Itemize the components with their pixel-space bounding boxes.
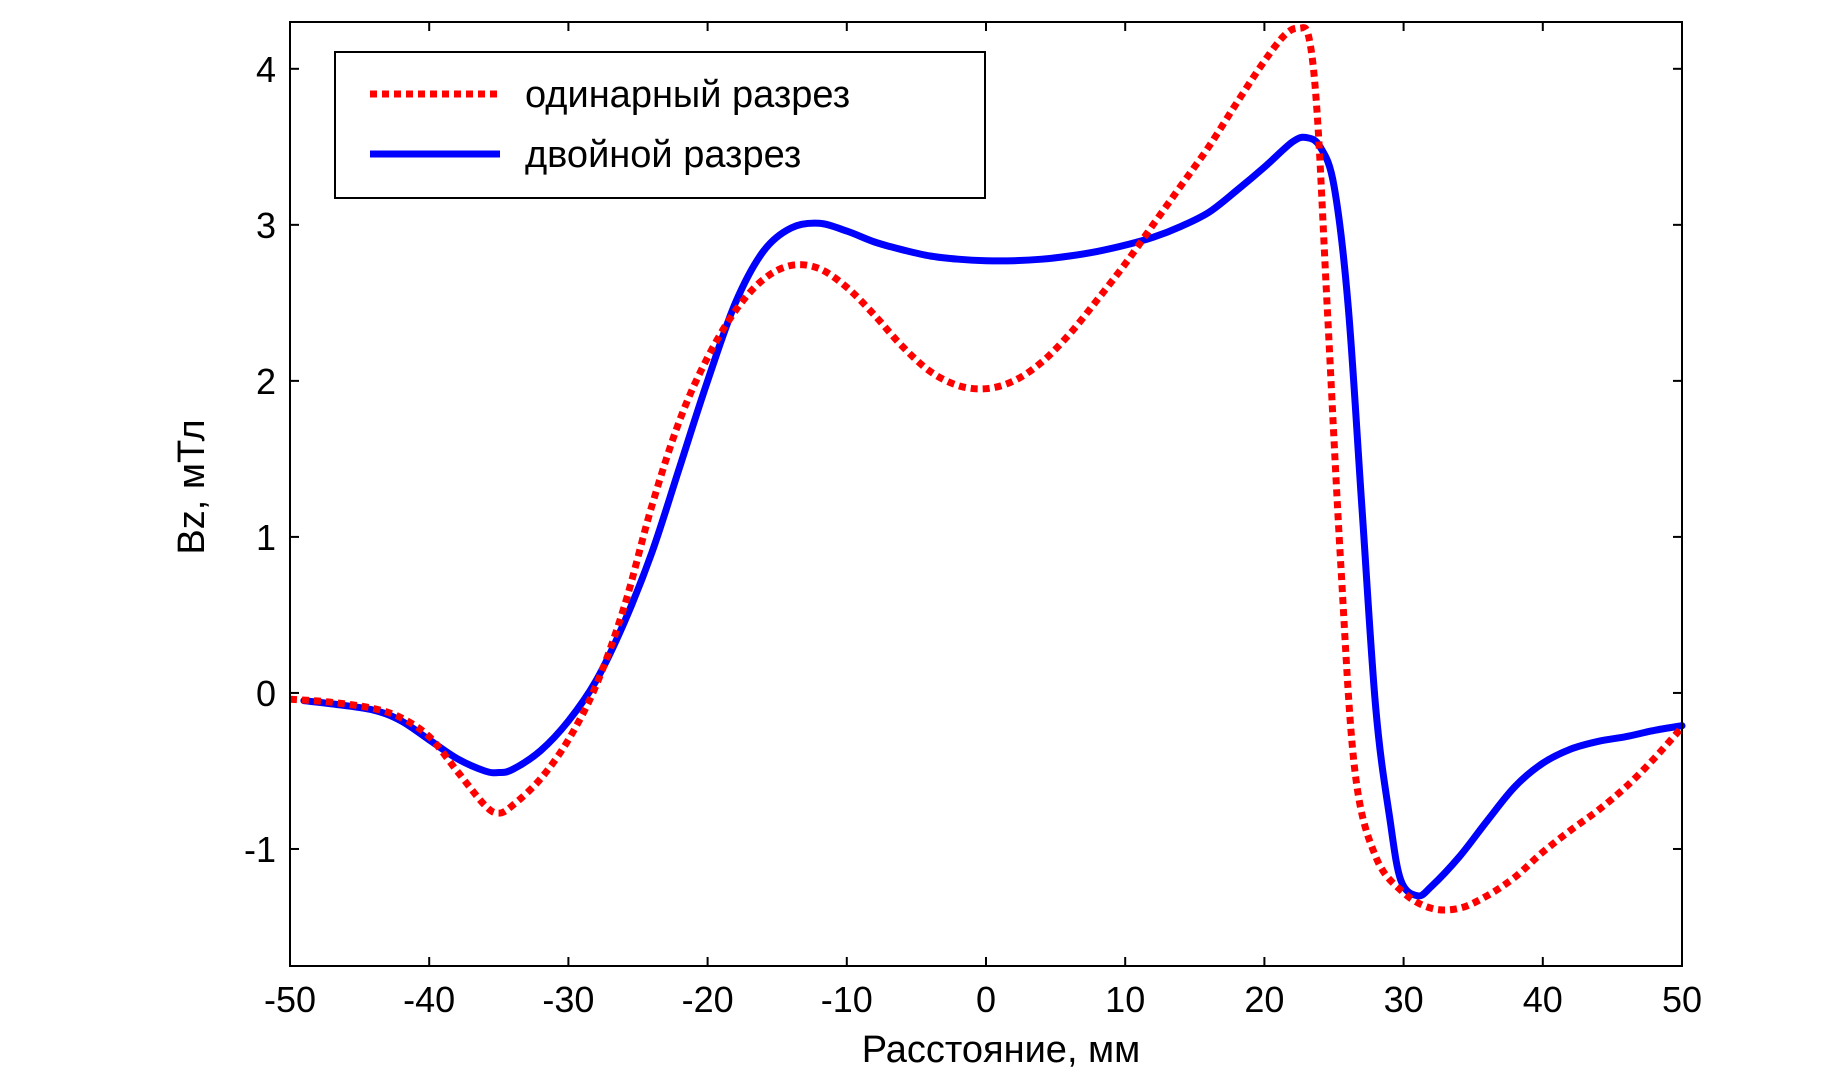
series-line-single-cut <box>289 24 1685 914</box>
y-tick-label: 3 <box>256 205 276 246</box>
y-tick-label: 4 <box>256 49 276 90</box>
x-tick-label: 0 <box>976 979 996 1020</box>
x-tick-label: 20 <box>1244 979 1284 1020</box>
x-tick-label: 50 <box>1662 979 1702 1020</box>
x-tick-label: 30 <box>1384 979 1424 1020</box>
x-tick-label: -50 <box>264 979 316 1020</box>
y-tick-label: 1 <box>256 517 276 558</box>
x-tick-label: 40 <box>1523 979 1563 1020</box>
x-tick-label: -20 <box>682 979 734 1020</box>
y-tick-label: 2 <box>256 361 276 402</box>
series-line-double-cut <box>300 133 1686 900</box>
y-axis-title: Bz, мТл <box>171 419 213 554</box>
legend-box <box>334 51 986 199</box>
x-tick-label: -40 <box>403 979 455 1020</box>
x-tick-label: -10 <box>821 979 873 1020</box>
legend-label-single-cut: одинарный разрез <box>525 74 850 116</box>
legend-label-double-cut: двойной разрез <box>525 134 801 176</box>
x-axis-title: Расстояние, мм <box>862 1029 1141 1071</box>
y-tick-label: -1 <box>244 829 276 870</box>
x-tick-label: 10 <box>1105 979 1145 1020</box>
legend: одинарный разрез двойной разрез <box>334 51 986 199</box>
x-tick-label: -30 <box>542 979 594 1020</box>
plot-area <box>289 24 1686 914</box>
y-tick-label: 0 <box>256 673 276 714</box>
